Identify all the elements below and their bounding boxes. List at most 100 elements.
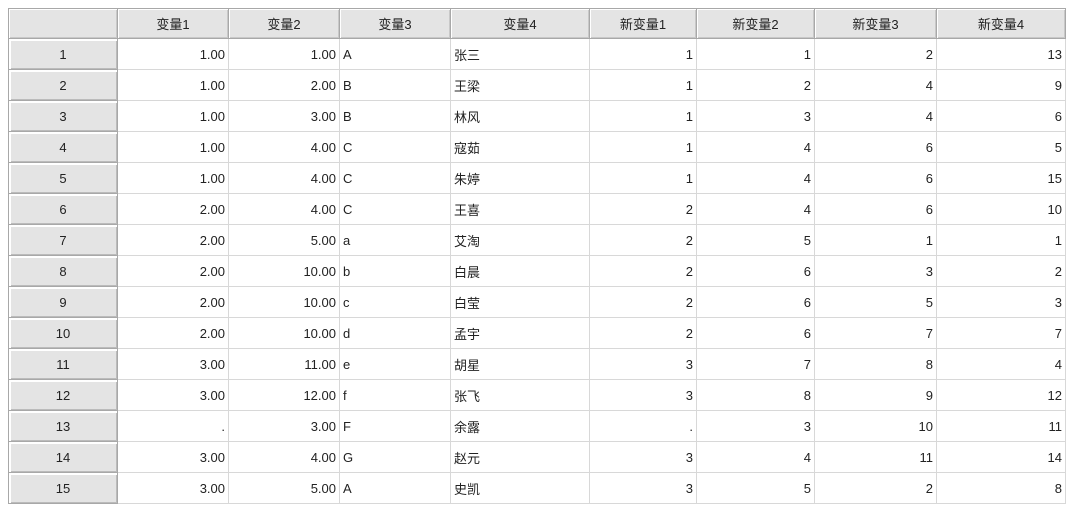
- data-cell[interactable]: 4: [814, 69, 937, 101]
- column-header[interactable]: 变量1: [117, 8, 229, 39]
- data-cell[interactable]: 6: [814, 162, 937, 194]
- data-cell[interactable]: 2.00: [117, 255, 229, 287]
- data-cell[interactable]: 6: [814, 193, 937, 225]
- data-cell[interactable]: 3.00: [117, 472, 229, 504]
- data-cell[interactable]: 3.00: [228, 100, 340, 132]
- data-cell[interactable]: 12: [936, 379, 1066, 411]
- data-cell[interactable]: 4.00: [228, 441, 340, 473]
- data-cell[interactable]: 2: [589, 317, 697, 349]
- data-cell[interactable]: 9: [936, 69, 1066, 101]
- data-cell[interactable]: 4.00: [228, 131, 340, 163]
- column-header[interactable]: 新变量3: [814, 8, 937, 39]
- data-cell[interactable]: .: [589, 410, 697, 442]
- data-cell[interactable]: A: [339, 38, 451, 70]
- data-cell[interactable]: 1: [589, 100, 697, 132]
- data-cell[interactable]: e: [339, 348, 451, 380]
- data-cell[interactable]: 5: [814, 286, 937, 318]
- data-cell[interactable]: 余露: [450, 410, 590, 442]
- data-cell[interactable]: 5: [696, 224, 815, 256]
- row-header[interactable]: 8: [8, 255, 118, 287]
- row-header[interactable]: 11: [8, 348, 118, 380]
- data-cell[interactable]: 15: [936, 162, 1066, 194]
- data-cell[interactable]: 1.00: [117, 38, 229, 70]
- data-cell[interactable]: 4: [696, 131, 815, 163]
- data-cell[interactable]: d: [339, 317, 451, 349]
- row-header[interactable]: 15: [8, 472, 118, 504]
- data-cell[interactable]: f: [339, 379, 451, 411]
- row-header[interactable]: 4: [8, 131, 118, 163]
- column-header[interactable]: 变量3: [339, 8, 451, 39]
- data-cell[interactable]: 3: [589, 379, 697, 411]
- data-cell[interactable]: 2: [814, 38, 937, 70]
- data-cell[interactable]: 4: [814, 100, 937, 132]
- row-header[interactable]: 1: [8, 38, 118, 70]
- data-cell[interactable]: 3: [696, 410, 815, 442]
- data-cell[interactable]: 11: [814, 441, 937, 473]
- data-cell[interactable]: 6: [814, 131, 937, 163]
- row-header[interactable]: 2: [8, 69, 118, 101]
- data-cell[interactable]: 6: [696, 255, 815, 287]
- row-header[interactable]: 13: [8, 410, 118, 442]
- data-cell[interactable]: 1.00: [117, 69, 229, 101]
- data-cell[interactable]: 寇茹: [450, 131, 590, 163]
- data-cell[interactable]: 5.00: [228, 472, 340, 504]
- data-cell[interactable]: .: [117, 410, 229, 442]
- data-cell[interactable]: 8: [696, 379, 815, 411]
- column-header[interactable]: 变量4: [450, 8, 590, 39]
- data-cell[interactable]: a: [339, 224, 451, 256]
- data-cell[interactable]: 2: [589, 224, 697, 256]
- row-header[interactable]: 14: [8, 441, 118, 473]
- data-cell[interactable]: 7: [814, 317, 937, 349]
- data-cell[interactable]: 1: [696, 38, 815, 70]
- data-cell[interactable]: 10.00: [228, 317, 340, 349]
- data-cell[interactable]: c: [339, 286, 451, 318]
- row-header[interactable]: 3: [8, 100, 118, 132]
- data-cell[interactable]: 2.00: [228, 69, 340, 101]
- data-cell[interactable]: 4.00: [228, 162, 340, 194]
- data-cell[interactable]: 7: [936, 317, 1066, 349]
- data-cell[interactable]: 3.00: [228, 410, 340, 442]
- data-cell[interactable]: 9: [814, 379, 937, 411]
- row-header[interactable]: 9: [8, 286, 118, 318]
- data-cell[interactable]: 4: [696, 441, 815, 473]
- data-cell[interactable]: 孟宇: [450, 317, 590, 349]
- data-cell[interactable]: 2.00: [117, 317, 229, 349]
- data-cell[interactable]: 5: [936, 131, 1066, 163]
- data-cell[interactable]: 4.00: [228, 193, 340, 225]
- data-cell[interactable]: 1.00: [117, 162, 229, 194]
- data-cell[interactable]: 8: [814, 348, 937, 380]
- data-cell[interactable]: 3: [814, 255, 937, 287]
- data-cell[interactable]: 3: [589, 441, 697, 473]
- data-cell[interactable]: 10.00: [228, 286, 340, 318]
- data-cell[interactable]: 2.00: [117, 193, 229, 225]
- data-cell[interactable]: 3: [936, 286, 1066, 318]
- data-cell[interactable]: 朱婷: [450, 162, 590, 194]
- data-cell[interactable]: C: [339, 193, 451, 225]
- data-cell[interactable]: 10: [814, 410, 937, 442]
- row-header[interactable]: 7: [8, 224, 118, 256]
- column-header[interactable]: 新变量2: [696, 8, 815, 39]
- data-cell[interactable]: 3.00: [117, 348, 229, 380]
- data-cell[interactable]: B: [339, 100, 451, 132]
- data-cell[interactable]: 1: [936, 224, 1066, 256]
- data-cell[interactable]: 10.00: [228, 255, 340, 287]
- data-cell[interactable]: 6: [936, 100, 1066, 132]
- data-cell[interactable]: 2: [936, 255, 1066, 287]
- data-cell[interactable]: 史凯: [450, 472, 590, 504]
- column-header[interactable]: 变量2: [228, 8, 340, 39]
- row-header[interactable]: 6: [8, 193, 118, 225]
- row-header[interactable]: 5: [8, 162, 118, 194]
- data-cell[interactable]: 2.00: [117, 224, 229, 256]
- data-cell[interactable]: 1: [814, 224, 937, 256]
- row-header[interactable]: 12: [8, 379, 118, 411]
- data-cell[interactable]: 1: [589, 131, 697, 163]
- data-cell[interactable]: 艾淘: [450, 224, 590, 256]
- data-cell[interactable]: A: [339, 472, 451, 504]
- data-cell[interactable]: 胡星: [450, 348, 590, 380]
- data-cell[interactable]: 6: [696, 286, 815, 318]
- data-cell[interactable]: 白莹: [450, 286, 590, 318]
- data-cell[interactable]: 王梁: [450, 69, 590, 101]
- data-cell[interactable]: 3.00: [117, 379, 229, 411]
- data-cell[interactable]: 3.00: [117, 441, 229, 473]
- data-cell[interactable]: 3: [589, 472, 697, 504]
